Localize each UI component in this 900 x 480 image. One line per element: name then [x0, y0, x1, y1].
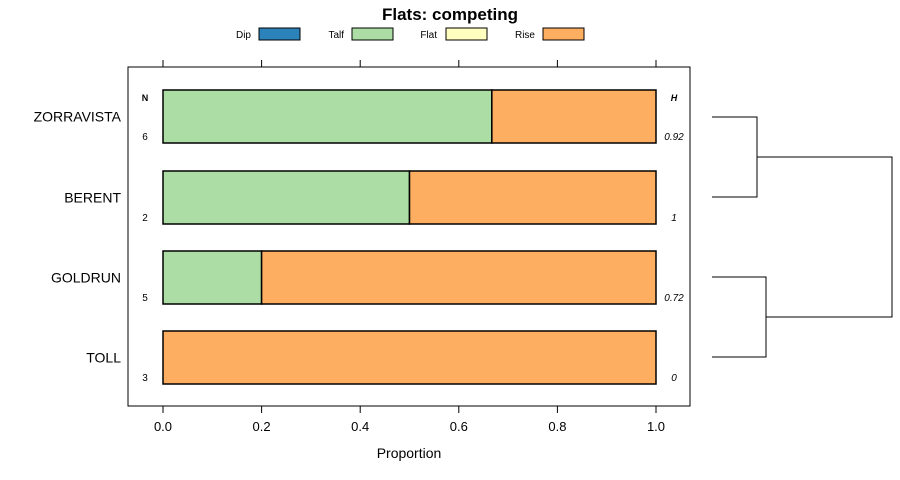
legend-swatch-dip: [258, 27, 301, 41]
legend-swatch-rise: [542, 27, 585, 41]
dendrogram-branch-bottom: [712, 276, 767, 358]
bar-segment-zorravista-rise: [491, 89, 657, 144]
n-value-toll: 3: [142, 373, 148, 384]
x-tick-label-1: 0.2: [253, 419, 271, 434]
x-tick-label-3: 0.6: [450, 419, 468, 434]
legend-label-rise: Rise: [515, 30, 535, 41]
chart-title: Flats: competing: [382, 5, 518, 24]
x-axis: 0.0 0.2 0.4 0.6 0.8 1.0: [154, 406, 665, 434]
n-value-zorravista: 6: [142, 132, 148, 143]
bar-segment-goldrun-talf: [162, 250, 263, 305]
legend-label-flat: Flat: [420, 30, 437, 41]
h-header: H: [671, 93, 678, 103]
x-axis-label: Proportion: [377, 445, 442, 461]
category-label-goldrun: GOLDRUN: [51, 270, 121, 286]
bar-segment-toll-rise: [162, 330, 657, 385]
bar-segment-goldrun-rise: [260, 250, 657, 305]
category-labels: ZORRAVISTA BERENT GOLDRUN TOLL: [34, 109, 122, 366]
legend-label-dip: Dip: [236, 30, 251, 41]
top-axis-ticks: [162, 60, 657, 67]
dendrogram: [712, 116, 893, 358]
legend-swatch-flat: [445, 27, 488, 41]
x-tick-label-5: 1.0: [647, 419, 665, 434]
category-label-toll: TOLL: [86, 350, 121, 366]
x-tick-label-2: 0.4: [351, 419, 369, 434]
category-label-berent: BERENT: [64, 190, 121, 206]
h-value-toll: 0: [671, 373, 677, 384]
bar-segment-berent-rise: [408, 170, 657, 225]
bar-segment-berent-talf: [162, 170, 411, 225]
plot-frame: [127, 66, 691, 407]
n-labels: 6 2 5 3: [142, 132, 148, 384]
n-value-goldrun: 5: [142, 293, 148, 304]
dendrogram-branch-top: [712, 116, 758, 198]
legend-swatch-talf: [351, 27, 394, 41]
n-header: N: [142, 93, 149, 103]
h-value-zorravista: 0.92: [664, 132, 684, 143]
bars: [162, 89, 657, 385]
h-labels: 0.92 1 0.72 0: [664, 132, 684, 384]
category-label-zorravista: ZORRAVISTA: [34, 109, 122, 125]
h-value-goldrun: 0.72: [664, 293, 684, 304]
h-value-berent: 1: [671, 213, 677, 224]
legend: Dip Talf Flat Rise: [236, 27, 585, 41]
dendrogram-root: [757, 156, 893, 318]
bar-segment-zorravista-talf: [162, 89, 493, 144]
x-tick-label-0: 0.0: [154, 419, 172, 434]
legend-label-talf: Talf: [328, 30, 344, 41]
x-tick-label-4: 0.8: [548, 419, 566, 434]
n-value-berent: 2: [142, 213, 148, 224]
